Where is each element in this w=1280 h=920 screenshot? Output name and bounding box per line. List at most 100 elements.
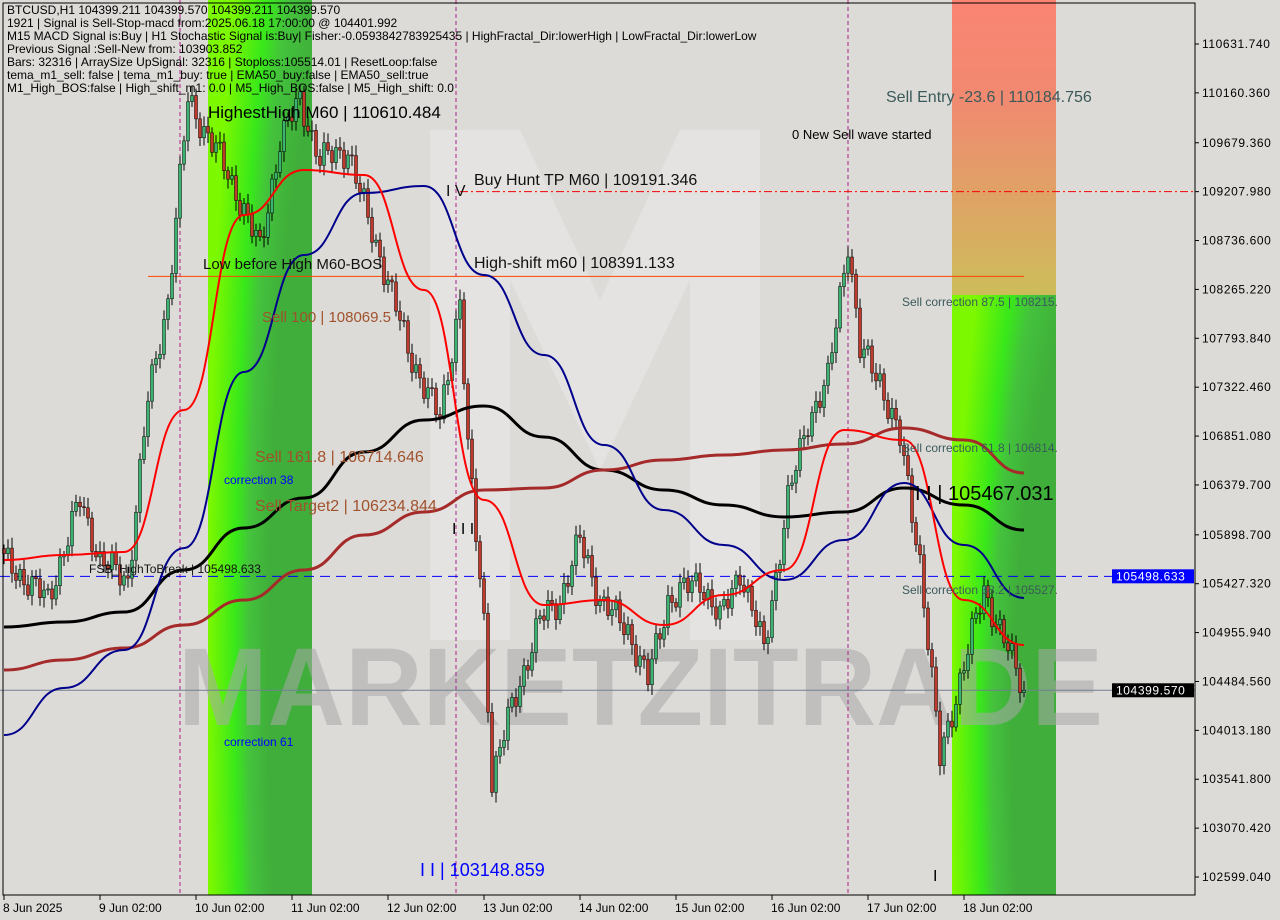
y-tick-label: 105427.320 (1202, 577, 1271, 591)
candle-down (338, 147, 342, 151)
candle-up (842, 272, 846, 287)
x-tick-label: 15 Jun 02:00 (675, 901, 745, 915)
header-line: 1921 | Signal is Sell-Stop-macd from:202… (7, 16, 398, 30)
candle-up (266, 212, 270, 238)
candle-up (958, 672, 962, 705)
candle-up (182, 140, 186, 165)
plot-border (2, 2, 1196, 896)
candle-down (850, 256, 854, 275)
x-tick-label: 14 Jun 02:00 (579, 901, 649, 915)
candle-up (954, 704, 958, 728)
candle-down (714, 606, 718, 620)
x-tick-label: 12 Jun 02:00 (387, 901, 457, 915)
header-line: M15 MACD Signal is:Buy | H1 Stochastic S… (7, 29, 757, 43)
candle-up (770, 600, 774, 638)
sell-zone-red (952, 0, 1056, 295)
moving-average-line (3, 404, 1025, 629)
candle-down (222, 141, 226, 171)
candle-up (274, 172, 278, 180)
candle-up (558, 603, 562, 620)
candle-up (982, 585, 986, 614)
candle-down (582, 537, 586, 559)
candle-down (90, 517, 94, 552)
candle-up (942, 736, 946, 767)
candle-down (542, 615, 546, 621)
candle-up (562, 583, 566, 605)
candle-up (150, 364, 154, 402)
header-line: Bars: 32316 | ArraySize UpSignal: 32316 … (7, 55, 438, 69)
candle-down (726, 599, 730, 609)
candle-down (478, 541, 482, 580)
candle-down (886, 399, 890, 419)
correction-38-label: correction 38 (224, 473, 294, 487)
candle-down (926, 607, 930, 650)
candle-down (466, 383, 470, 440)
candle-up (122, 575, 126, 586)
wave-i-label: I (933, 868, 938, 885)
moving-average-line (3, 168, 1025, 647)
candle-down (750, 586, 754, 611)
candle-up (830, 352, 834, 364)
time-axis-panel (0, 896, 1196, 920)
y-tick-label: 108736.600 (1202, 234, 1271, 248)
candle-up (498, 747, 502, 757)
candle-down (390, 279, 394, 283)
candle-down (930, 649, 934, 668)
candle-up (610, 609, 614, 616)
candle-down (1018, 667, 1022, 693)
candle-up (502, 740, 506, 748)
candle-down (554, 603, 558, 620)
y-tick-label: 106851.080 (1202, 429, 1271, 443)
candle-down (698, 572, 702, 593)
candle-up (346, 154, 350, 169)
candle-up (822, 385, 826, 408)
high-shift-label: High-shift m60 | 108391.133 (474, 255, 675, 272)
candle-down (854, 273, 858, 309)
candle-down (990, 597, 994, 628)
candle-up (718, 605, 722, 620)
candle-down (738, 574, 742, 586)
candle-down (490, 712, 494, 793)
candle-down (82, 506, 86, 508)
candle-up (638, 655, 642, 667)
candle-up (386, 279, 390, 285)
candle-down (410, 352, 414, 373)
candle-down (290, 116, 294, 122)
candle-down (874, 372, 878, 382)
candle-up (282, 120, 286, 152)
sell-161-label: Sell 161.8 | 106714.646 (255, 449, 424, 466)
candle-down (378, 239, 382, 258)
candle-down (702, 592, 706, 601)
candle-up (214, 142, 218, 153)
candle-up (970, 618, 974, 655)
candle-down (1006, 642, 1010, 651)
candle-up (598, 600, 602, 606)
candle-down (206, 126, 210, 134)
candle-down (14, 572, 18, 581)
candle-down (354, 155, 358, 184)
candle-down (34, 576, 38, 579)
candle-up (58, 556, 62, 586)
candle-up (678, 582, 682, 608)
candle-up (1022, 690, 1026, 693)
candle-up (186, 101, 190, 142)
candle-down (238, 200, 242, 216)
candle-up (846, 256, 850, 274)
candle-up (766, 637, 770, 644)
candle-up (682, 577, 686, 583)
candle-up (6, 547, 10, 555)
candle-up (146, 400, 150, 437)
wave-iv-label: I V (446, 183, 466, 200)
y-tick-label: 104013.180 (1202, 723, 1271, 737)
x-tick-label: 18 Jun 02:00 (963, 901, 1033, 915)
candle-up (546, 600, 550, 621)
candle-up (242, 203, 246, 216)
sell-correction-61-label: Sell correction 61.8 | 106814. (902, 441, 1058, 455)
x-tick-label: 9 Jun 02:00 (99, 901, 162, 915)
x-tick-label: 13 Jun 02:00 (483, 901, 553, 915)
candle-down (102, 551, 106, 566)
candle-down (474, 478, 478, 542)
candle-down (906, 455, 910, 476)
price-level-badge-text: 105498.633 (1116, 569, 1185, 583)
